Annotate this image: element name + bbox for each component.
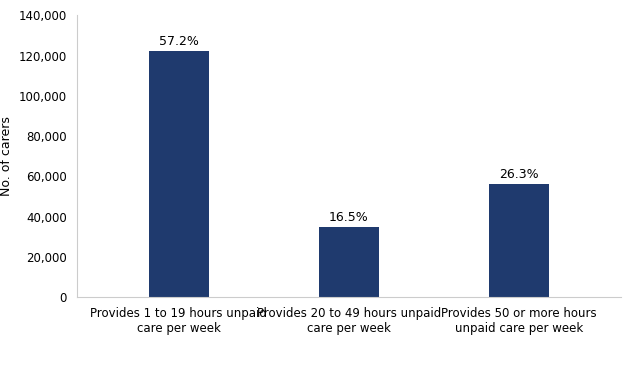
Y-axis label: No. of carers: No. of carers [0,116,13,196]
Text: 26.3%: 26.3% [499,168,539,181]
Text: 16.5%: 16.5% [329,211,369,224]
Bar [319,227,378,297]
Text: 57.2%: 57.2% [159,35,199,48]
Bar [489,184,548,297]
Bar [149,51,209,297]
